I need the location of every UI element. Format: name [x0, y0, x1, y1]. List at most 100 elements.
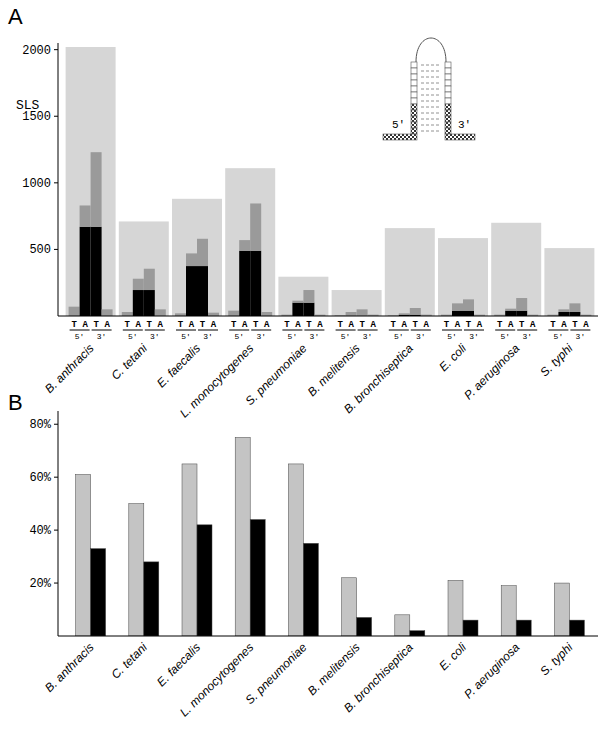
segment-bar: [239, 251, 250, 316]
segment-bar: [250, 251, 261, 316]
end-underline: [411, 330, 431, 331]
column-label: T: [125, 320, 131, 330]
segment-bar: [569, 303, 580, 312]
column-label: A: [370, 320, 376, 330]
column-label: A: [561, 320, 567, 330]
end-underline: [198, 330, 218, 331]
y-tick-label: 60%: [29, 471, 51, 485]
segment-bar: [186, 253, 197, 266]
figure: ASLS500100015002000TA5'TA3'TA5'TA3'TA5'T…: [0, 0, 600, 748]
column-label: T: [359, 320, 365, 330]
segment-bar: [80, 205, 91, 226]
total-bar: [278, 277, 328, 316]
bar: [463, 620, 478, 636]
end-underline: [251, 330, 271, 331]
inset-label: 3': [458, 119, 471, 131]
x-tick-label: S. pneumoniae: [243, 341, 310, 408]
x-tick-label: P. aeruginosa: [461, 640, 522, 701]
x-tick-label: S. typhi: [537, 640, 575, 678]
stem-pair: [421, 89, 441, 90]
column-label: T: [284, 320, 290, 330]
stem-base: [411, 122, 417, 128]
y-tick-label: 1500: [22, 110, 51, 124]
column-label: T: [253, 320, 259, 330]
column-label: A: [508, 320, 514, 330]
stem-base: [445, 116, 451, 122]
stem-pair: [421, 71, 441, 72]
stem-pair: [421, 131, 441, 132]
column-label: T: [200, 320, 206, 330]
x-tick-label: B. anthracis: [42, 341, 97, 396]
segment-bar: [463, 299, 474, 310]
stem-pair: [421, 119, 441, 120]
bar: [197, 525, 212, 636]
stem-base: [411, 104, 417, 110]
stem-base: [411, 128, 417, 134]
x-tick-label: E. coli: [436, 640, 469, 673]
column-label: T: [93, 320, 99, 330]
segment-bar: [505, 309, 516, 311]
x-tick-label: B. melitensis: [305, 341, 363, 399]
segment-bar: [303, 303, 314, 316]
segment-bar: [144, 290, 155, 316]
column-label: T: [466, 320, 472, 330]
x-tick-label: S. typhi: [537, 341, 575, 379]
end-label: 5': [447, 332, 457, 341]
end-label: 3': [469, 332, 479, 341]
panel-title: A: [8, 4, 23, 29]
segment-bar: [558, 312, 569, 316]
column-label: T: [147, 320, 153, 330]
end-label: 3': [310, 332, 320, 341]
y-tick: [54, 477, 58, 478]
segment-bar: [516, 311, 527, 316]
end-label: 5': [394, 332, 404, 341]
end-underline: [495, 330, 515, 331]
column-label: T: [497, 320, 503, 330]
stem-base: [445, 128, 451, 134]
stem-base: [411, 98, 417, 104]
stem-base: [445, 122, 451, 128]
bar: [569, 620, 584, 636]
end-label: 5': [500, 332, 510, 341]
y-tick-label: 2000: [22, 44, 51, 58]
x-tick-label: B. anthracis: [42, 640, 97, 695]
total-bar: [544, 248, 594, 316]
x-axis: [58, 636, 598, 637]
end-underline: [442, 330, 462, 331]
total-bar: [172, 199, 222, 316]
end-underline: [92, 330, 112, 331]
y-axis: [58, 43, 59, 316]
panel-title: B: [8, 390, 23, 415]
end-label: 3': [363, 332, 373, 341]
bar: [554, 583, 569, 636]
x-tick-label: C. tetani: [108, 640, 150, 682]
y-tick-label: 20%: [29, 577, 51, 591]
column-label: A: [424, 320, 430, 330]
stem-pair: [421, 125, 441, 126]
stem-base: [445, 86, 451, 92]
end-underline: [176, 330, 196, 331]
stem-base: [411, 92, 417, 98]
column-label: T: [444, 320, 450, 330]
bar: [303, 543, 318, 636]
stem-base: [411, 80, 417, 86]
bar: [235, 437, 250, 636]
inset-label: 5': [392, 119, 405, 131]
segment-bar: [239, 240, 250, 251]
y-axis: [58, 411, 59, 636]
column-label: A: [317, 320, 323, 330]
tail-5: [383, 134, 417, 140]
end-label: 3': [97, 332, 107, 341]
bar: [410, 631, 425, 636]
total-bar: [225, 168, 275, 316]
stem-base: [445, 68, 451, 74]
end-underline: [229, 330, 249, 331]
stem-base: [445, 104, 451, 110]
plot-area: [76, 437, 585, 636]
segment-bar: [516, 298, 527, 311]
x-tick-label: E. faecalis: [154, 640, 203, 689]
bar: [395, 615, 410, 636]
stem-base: [445, 110, 451, 116]
stem-base: [445, 62, 451, 68]
segment-bar: [144, 269, 155, 290]
